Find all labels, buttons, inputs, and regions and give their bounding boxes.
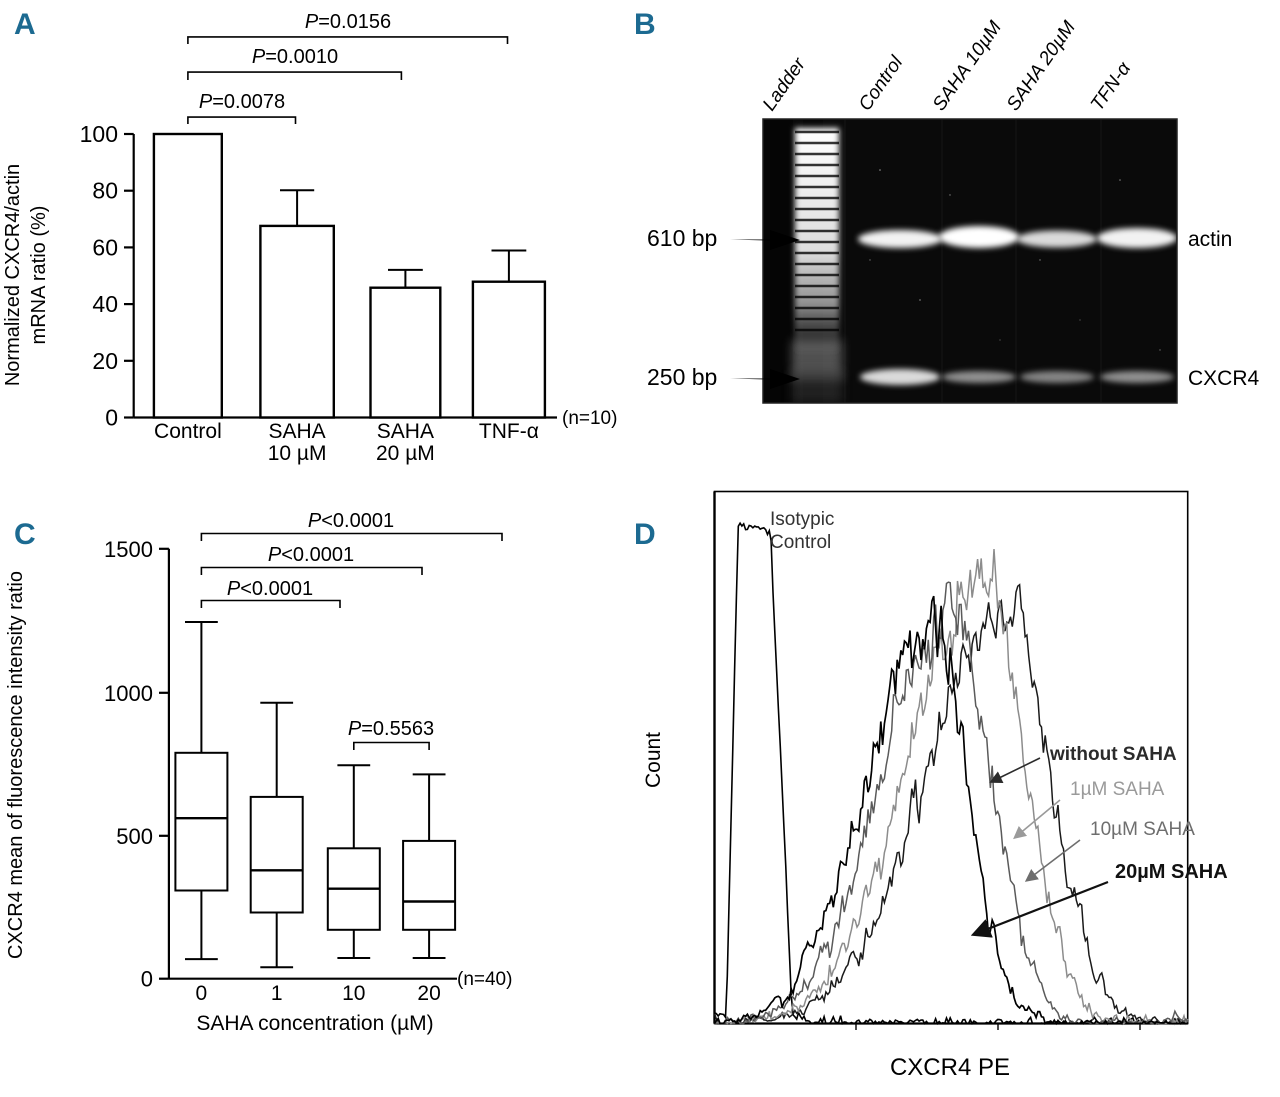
svg-text:10µM SAHA: 10µM SAHA xyxy=(1090,819,1195,840)
svg-text:10: 10 xyxy=(342,982,365,1005)
svg-text:SAHA 20µM: SAHA 20µM xyxy=(1003,17,1080,115)
svg-text:10 µM: 10 µM xyxy=(268,442,327,465)
svg-text:Isotypic: Isotypic xyxy=(770,509,834,530)
svg-text:Control: Control xyxy=(154,420,222,443)
svg-text:20: 20 xyxy=(92,348,118,374)
svg-text:1: 1 xyxy=(271,982,283,1005)
svg-text:610 bp: 610 bp xyxy=(647,225,717,251)
svg-text:P<0.0001: P<0.0001 xyxy=(308,510,394,532)
svg-text:0: 0 xyxy=(196,982,208,1005)
svg-text:SAHA 10µM: SAHA 10µM xyxy=(929,17,1006,115)
svg-text:(n=10): (n=10) xyxy=(562,408,617,429)
svg-text:SAHA: SAHA xyxy=(269,420,326,443)
svg-text:20: 20 xyxy=(417,982,440,1005)
svg-text:100: 100 xyxy=(80,121,118,147)
svg-text:TNF-α: TNF-α xyxy=(479,420,539,443)
svg-text:P<0.0001: P<0.0001 xyxy=(268,544,354,566)
svg-text:SAHA concentration (µM): SAHA concentration (µM) xyxy=(196,1012,433,1035)
svg-text:without SAHA: without SAHA xyxy=(1049,744,1177,765)
svg-text:Count: Count xyxy=(642,732,665,788)
svg-text:mRNA ratio (%): mRNA ratio (%) xyxy=(28,206,50,345)
svg-text:Ladder: Ladder xyxy=(759,54,811,115)
svg-text:Normalized CXCR4/actin: Normalized CXCR4/actin xyxy=(2,164,24,386)
svg-text:60: 60 xyxy=(92,234,118,260)
svg-text:P=0.0156: P=0.0156 xyxy=(305,11,391,33)
svg-text:40: 40 xyxy=(92,291,118,317)
svg-text:20 µM: 20 µM xyxy=(376,442,435,465)
svg-text:Control: Control xyxy=(770,532,831,553)
svg-text:P=0.0078: P=0.0078 xyxy=(199,91,285,113)
svg-text:250 bp: 250 bp xyxy=(647,364,717,390)
svg-text:TFN-α: TFN-α xyxy=(1087,58,1136,115)
svg-text:500: 500 xyxy=(116,824,153,849)
svg-text:P=0.5563: P=0.5563 xyxy=(348,718,434,740)
svg-text:actin: actin xyxy=(1188,228,1232,251)
svg-text:CXCR4: CXCR4 xyxy=(1188,367,1260,390)
svg-text:SAHA: SAHA xyxy=(377,420,434,443)
svg-text:P<0.0001: P<0.0001 xyxy=(227,578,313,600)
svg-text:0: 0 xyxy=(105,405,118,431)
svg-text:1500: 1500 xyxy=(104,537,153,562)
svg-text:1µM SAHA: 1µM SAHA xyxy=(1070,779,1165,800)
svg-text:0: 0 xyxy=(141,967,153,992)
svg-text:80: 80 xyxy=(92,178,118,204)
svg-text:P=0.0010: P=0.0010 xyxy=(252,46,338,68)
svg-text:1000: 1000 xyxy=(104,681,153,706)
svg-text:(n=40): (n=40) xyxy=(457,969,512,990)
svg-text:CXCR4 mean of fluorescence int: CXCR4 mean of fluorescence intensity rat… xyxy=(5,571,27,959)
svg-text:Control: Control xyxy=(855,52,908,115)
svg-text:20µM SAHA: 20µM SAHA xyxy=(1115,861,1228,883)
svg-text:CXCR4 PE: CXCR4 PE xyxy=(890,1054,1010,1081)
